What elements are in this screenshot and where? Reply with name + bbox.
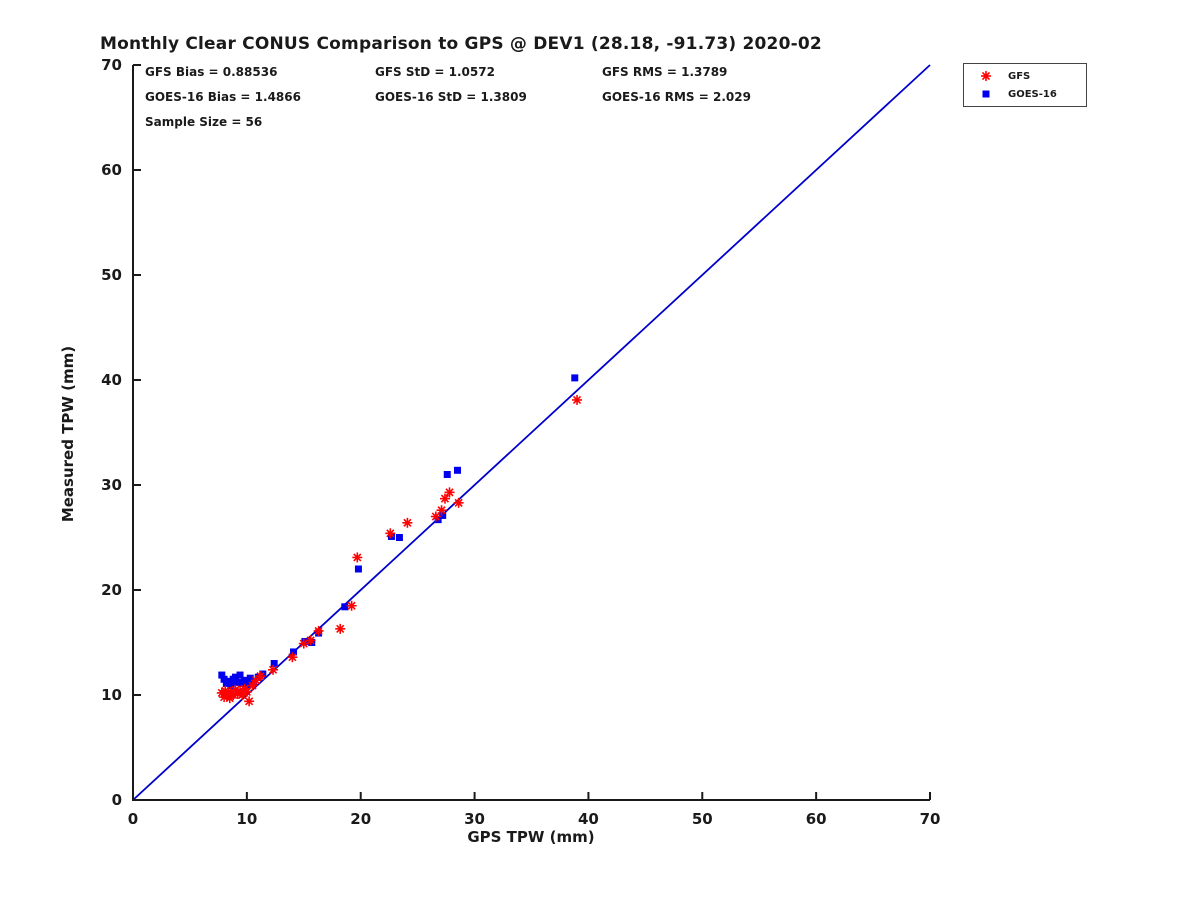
y-tick-label: 0 <box>112 791 122 809</box>
y-tick-label: 30 <box>101 476 122 494</box>
stat-gfs-std: GFS StD = 1.0572 <box>375 65 495 79</box>
legend-item-goes16: GOES-16 <box>964 85 1086 103</box>
goes16-square-marker-icon <box>964 87 1008 101</box>
x-tick-label: 20 <box>350 810 371 828</box>
x-tick-label: 60 <box>806 810 827 828</box>
legend-label-gfs: GFS <box>1008 70 1031 82</box>
stats-column-rms: GFS RMS = 1.3789 GOES-16 RMS = 2.029 <box>602 60 751 110</box>
chart-title: Monthly Clear CONUS Comparison to GPS @ … <box>100 34 822 54</box>
stats-column-bias: GFS Bias = 0.88536 GOES-16 Bias = 1.4866… <box>145 60 301 135</box>
x-tick-label: 30 <box>464 810 485 828</box>
series-GOES-16 <box>218 374 579 690</box>
x-tick-label: 10 <box>236 810 257 828</box>
series-GFS <box>216 394 583 707</box>
x-axis-label: GPS TPW (mm) <box>467 828 595 846</box>
gfs-asterisk-marker-icon <box>964 69 1008 83</box>
y-tick-label: 20 <box>101 581 122 599</box>
y-tick-label: 70 <box>101 56 122 74</box>
stat-goes-bias: GOES-16 Bias = 1.4866 <box>145 90 301 104</box>
y-tick-label: 50 <box>101 266 122 284</box>
stat-sample-size: Sample Size = 56 <box>145 115 263 129</box>
y-tick-label: 60 <box>101 161 122 179</box>
stat-goes-std: GOES-16 StD = 1.3809 <box>375 90 527 104</box>
x-tick-label: 70 <box>920 810 941 828</box>
stats-column-std: GFS StD = 1.0572 GOES-16 StD = 1.3809 <box>375 60 527 110</box>
x-tick-label: 40 <box>578 810 599 828</box>
stat-goes-rms: GOES-16 RMS = 2.029 <box>602 90 751 104</box>
legend: GFS GOES-16 <box>963 63 1087 107</box>
x-tick-label: 0 <box>128 810 138 828</box>
stat-gfs-rms: GFS RMS = 1.3789 <box>602 65 728 79</box>
y-tick-label: 10 <box>101 686 122 704</box>
legend-item-gfs: GFS <box>964 67 1086 85</box>
legend-label-goes16: GOES-16 <box>1008 88 1057 100</box>
x-tick-label: 50 <box>692 810 713 828</box>
stat-gfs-bias: GFS Bias = 0.88536 <box>145 65 278 79</box>
y-axis-label: Measured TPW (mm) <box>59 345 77 523</box>
y-tick-label: 40 <box>101 371 122 389</box>
